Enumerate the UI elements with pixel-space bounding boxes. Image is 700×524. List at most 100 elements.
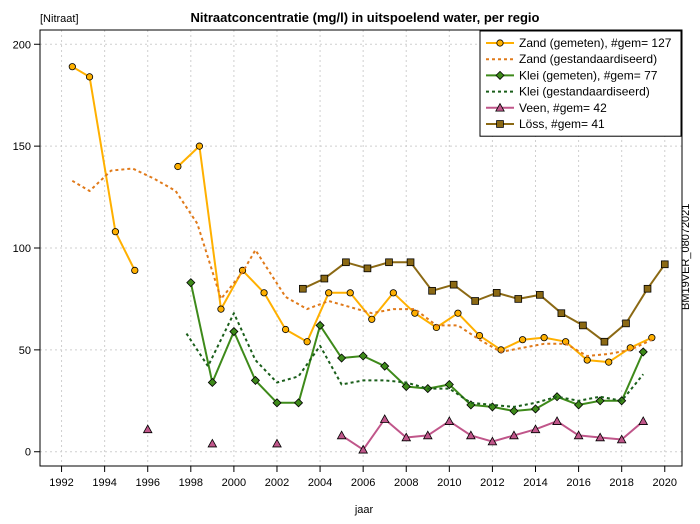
y-tick-label: 0 — [25, 447, 31, 459]
series-3 — [185, 312, 644, 408]
data-point — [605, 358, 613, 366]
data-point — [363, 264, 372, 273]
data-point — [454, 309, 462, 317]
legend: Zand (gemeten), #gem= 127 Zand (gestandaa… — [479, 30, 682, 137]
x-tick-label: 2006 — [351, 477, 375, 489]
y-tick-label: 50 — [19, 345, 31, 357]
data-point — [509, 430, 519, 440]
x-axis-label: jaar — [354, 504, 374, 516]
x-tick-label: 2004 — [308, 477, 332, 489]
data-point — [207, 377, 217, 388]
data-point — [260, 289, 268, 297]
legend-marker — [495, 102, 505, 112]
data-point — [379, 414, 390, 423]
data-point — [303, 338, 311, 346]
series-2 — [186, 278, 648, 416]
data-point — [174, 162, 182, 171]
data-point — [540, 334, 548, 342]
data-point — [509, 406, 519, 416]
data-point — [574, 400, 584, 410]
legend-box — [479, 30, 682, 137]
data-point — [342, 258, 350, 267]
data-point — [595, 396, 605, 406]
data-point — [552, 392, 562, 402]
data-point — [487, 436, 498, 446]
data-point — [385, 258, 393, 267]
x-tick-label: 2008 — [394, 477, 418, 489]
data-point — [552, 416, 562, 425]
watermark-label: BM19VER_08072021 — [680, 204, 692, 310]
x-tick-label: 2000 — [222, 477, 246, 489]
legend-label: Löss, #gem= 41 — [519, 117, 605, 131]
data-point — [401, 381, 411, 392]
series-layer — [68, 63, 669, 454]
data-point — [573, 430, 584, 440]
data-point — [518, 336, 527, 344]
data-point — [207, 438, 218, 448]
x-tick-label: 2012 — [480, 477, 504, 489]
data-point — [336, 430, 347, 440]
series-line — [71, 167, 653, 357]
data-point — [600, 337, 609, 346]
legend-label: Klei (gemeten), #gem= 77 — [519, 68, 658, 82]
x-tick-label: 1996 — [135, 477, 159, 489]
x-tick-label: 2018 — [609, 477, 633, 489]
data-point — [530, 404, 541, 414]
data-point — [648, 334, 656, 342]
data-point — [406, 258, 415, 267]
data-point — [616, 434, 627, 444]
data-point — [358, 351, 368, 361]
data-point — [111, 228, 120, 236]
series-5 — [299, 258, 669, 346]
x-tick-label: 2010 — [437, 477, 461, 489]
data-point — [411, 309, 419, 317]
data-point — [465, 430, 476, 440]
series-line — [189, 282, 645, 412]
data-point — [142, 424, 153, 434]
legend-label: Zand (gestandaardiseerd) — [519, 52, 657, 66]
series-line — [71, 65, 136, 271]
x-tick-label: 1994 — [92, 477, 116, 489]
series-1 — [71, 167, 653, 357]
data-point — [320, 274, 329, 283]
data-point — [449, 280, 458, 289]
data-point — [557, 309, 566, 317]
data-point — [368, 315, 376, 323]
data-point — [346, 289, 354, 297]
x-tick-label: 2016 — [566, 477, 590, 489]
series-line — [177, 145, 653, 364]
legend-label: Veen, #gem= 42 — [519, 101, 607, 115]
data-point — [422, 430, 433, 440]
data-point — [595, 432, 606, 442]
data-point — [471, 297, 479, 305]
x-tick-label: 2020 — [653, 477, 677, 489]
data-point — [444, 379, 454, 390]
data-point — [337, 353, 347, 363]
data-point — [299, 284, 307, 293]
y-tick-label: 100 — [13, 243, 31, 255]
data-point — [85, 73, 94, 81]
data-point — [514, 295, 523, 303]
data-point — [68, 63, 76, 71]
y-tick-label: 150 — [13, 141, 31, 153]
data-point — [195, 142, 204, 150]
data-point — [638, 347, 648, 357]
data-point — [358, 444, 369, 454]
data-point — [660, 260, 669, 269]
data-point — [530, 424, 541, 434]
data-point — [325, 289, 333, 297]
data-point — [272, 398, 282, 408]
x-tick-label: 1998 — [179, 477, 203, 489]
x-tick-label: 2014 — [523, 477, 547, 489]
series-line — [185, 312, 644, 408]
data-point — [229, 326, 239, 337]
y-tick-label: 200 — [13, 39, 31, 51]
legend-marker — [496, 120, 504, 128]
data-point — [217, 305, 225, 313]
data-point — [250, 375, 261, 385]
x-tick-label: 2002 — [265, 477, 289, 489]
legend-marker — [496, 39, 504, 47]
data-point — [281, 325, 290, 334]
y-axis-label: [Nitraat] — [40, 13, 79, 25]
